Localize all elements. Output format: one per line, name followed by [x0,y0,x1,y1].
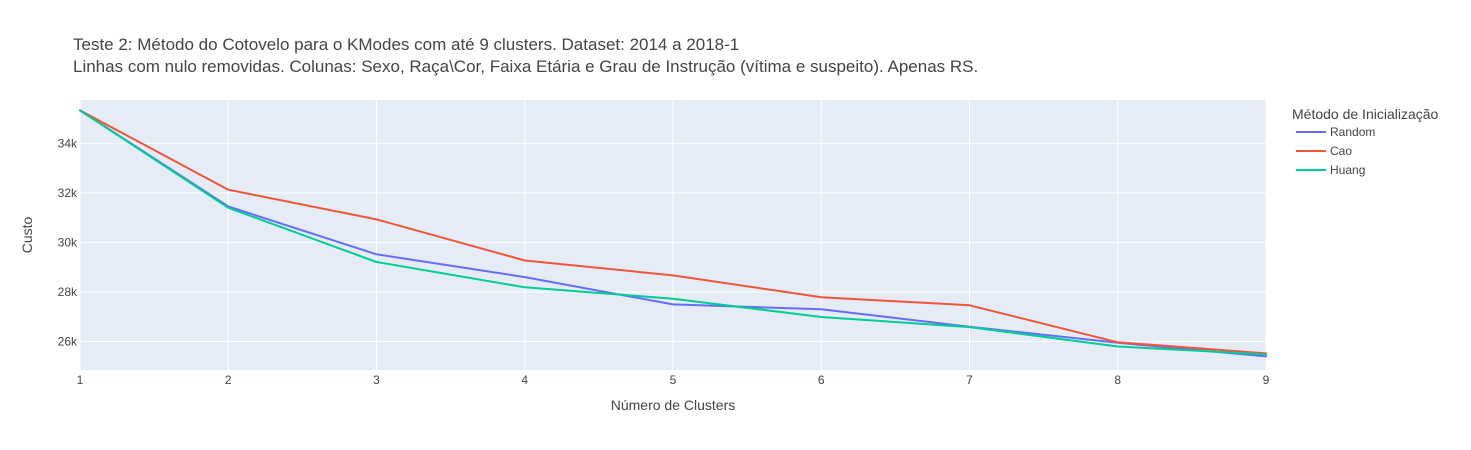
x-axis-ticks: 1 2 3 4 5 6 7 8 9 [77,373,1270,387]
y-tick-label: 32k [58,186,78,200]
x-tick-label: 8 [1114,373,1121,387]
x-tick-label: 3 [373,373,380,387]
x-tick-label: 9 [1263,373,1270,387]
legend-item-cao[interactable]: Cao [1296,144,1352,158]
series-line-huang [79,109,1267,356]
legend[interactable]: Método de Inicialização Random Cao Huang [1292,106,1439,177]
legend-item-huang[interactable]: Huang [1296,163,1365,177]
legend-label: Cao [1330,144,1352,158]
y-axis-ticks: 26k 28k 30k 32k 34k [58,136,78,348]
x-tick-label: 5 [670,373,677,387]
legend-title: Método de Inicialização [1292,106,1439,122]
x-tick-label: 6 [818,373,825,387]
legend-item-random[interactable]: Random [1296,125,1375,139]
y-tick-label: 34k [58,136,78,150]
chart-title-line-2: Linhas com nulo removidas. Colunas: Sexo… [73,57,978,76]
series-line-random [79,109,1267,358]
series-lines [79,109,1267,358]
legend-label: Huang [1330,163,1365,177]
y-tick-label: 26k [58,335,78,349]
y-axis-title: Custo [19,217,35,254]
y-tick-label: 28k [58,285,78,299]
x-tick-label: 4 [521,373,528,387]
x-tick-label: 7 [966,373,973,387]
x-tick-label: 2 [225,373,232,387]
x-axis-title: Número de Clusters [611,397,736,413]
y-tick-label: 30k [58,235,78,249]
chart-title-line-1: Teste 2: Método do Cotovelo para o KMode… [73,35,739,54]
legend-label: Random [1330,125,1375,139]
x-tick-label: 1 [77,373,84,387]
series-line-cao [79,109,1267,355]
gridlines [79,100,1267,370]
